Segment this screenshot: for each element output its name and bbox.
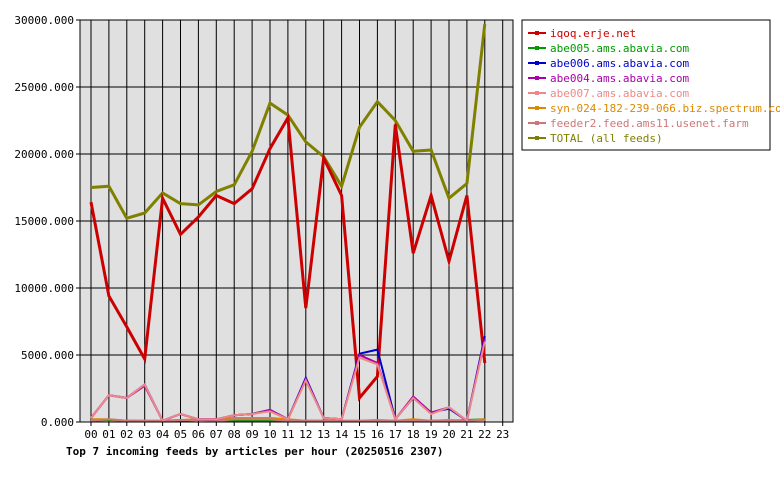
chart-title: Top 7 incoming feeds by articles per hou…: [66, 445, 444, 458]
x-axis-ticks: 00 01 02 03 04 05 06 07 08 09 10 11 12 13 14 15 16 17 18 19…: [84, 422, 509, 441]
x-tick-label: 10: [263, 428, 276, 441]
x-tick-label: 01: [102, 428, 115, 441]
legend-label: syn-024-182-239-066.biz.spectrum.com: [550, 102, 780, 115]
legend-label: feeder2.feed.ams11.usenet.farm: [550, 117, 749, 130]
x-tick-label: 20: [442, 428, 455, 441]
series-lines: [89, 23, 487, 423]
y-tick-label: 15000.000: [14, 215, 74, 228]
y-tick-label: 5000.000: [21, 349, 74, 362]
legend-box: [521, 19, 771, 151]
x-tick-label: 19: [424, 428, 437, 441]
legend-label: abe006.ams.abavia.com: [550, 57, 689, 70]
x-tick-label: 23: [496, 428, 509, 441]
y-axis-ticks: 0.000 5000.000 10000.000 15000.000 20000.000…: [14, 14, 80, 429]
legend-marker: [535, 31, 539, 35]
x-tick-label: 08: [228, 428, 241, 441]
legend-label: abe007.ams.abavia.com: [550, 87, 689, 100]
series-line-abe007-ams-abavia-com: [90, 341, 486, 423]
x-tick-label: 07: [210, 428, 223, 441]
legend-marker: [535, 136, 539, 140]
x-tick-label: 16: [371, 428, 384, 441]
x-tick-label: 18: [407, 428, 420, 441]
legend-label: abe005.ams.abavia.com: [550, 42, 689, 55]
x-tick-label: 17: [389, 428, 402, 441]
legend-label: iqoq.erje.net: [550, 27, 636, 40]
legend-label: TOTAL (all feeds): [550, 132, 663, 145]
x-tick-label: 11: [281, 428, 294, 441]
x-tick-label: 00: [84, 428, 97, 441]
x-tick-label: 05: [174, 428, 187, 441]
series-line-iqoq-erje-net: [89, 112, 487, 402]
y-tick-label: 20000.000: [14, 148, 74, 161]
x-tick-label: 03: [138, 428, 151, 441]
y-tick-label: 30000.000: [14, 14, 74, 27]
x-tick-label: 12: [299, 428, 312, 441]
x-tick-label: 06: [192, 428, 205, 441]
x-tick-label: 21: [460, 428, 473, 441]
x-tick-label: 15: [353, 428, 366, 441]
x-tick-label: 22: [478, 428, 491, 441]
legend-marker: [535, 46, 539, 50]
legend-label: abe004.ams.abavia.com: [550, 72, 689, 85]
y-tick-label: 0.000: [41, 416, 74, 429]
legend-marker: [535, 91, 539, 95]
legend-marker: [535, 106, 539, 110]
x-tick-label: 13: [317, 428, 330, 441]
x-tick-label: 14: [335, 428, 349, 441]
legend-marker: [535, 76, 539, 80]
y-tick-label: 10000.000: [14, 282, 74, 295]
legend-marker: [535, 61, 539, 65]
legend: iqoq.erje.net abe005.ams.abavia.com abe006…: [521, 19, 780, 151]
legend-marker: [535, 121, 539, 125]
x-tick-label: 09: [245, 428, 258, 441]
x-tick-label: 04: [156, 428, 170, 441]
x-tick-label: 02: [120, 428, 133, 441]
y-tick-label: 25000.000: [14, 81, 74, 94]
series-line-feeder2-feed-ams11-usenet-farm: [90, 418, 485, 422]
